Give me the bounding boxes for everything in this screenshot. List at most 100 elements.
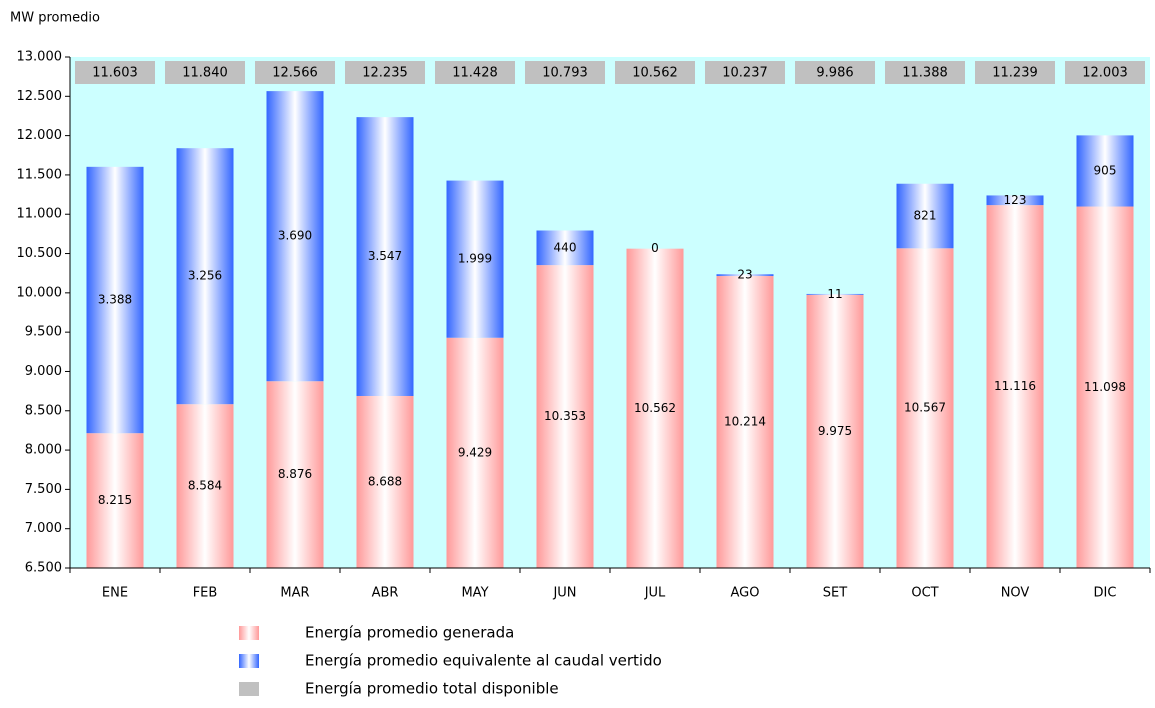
y-tick-label: 12.500 bbox=[17, 89, 63, 104]
x-tick-label: AGO bbox=[731, 586, 760, 601]
data-label: 23 bbox=[737, 268, 752, 282]
legend-swatch bbox=[239, 626, 259, 640]
x-tick-label: MAR bbox=[280, 586, 309, 601]
bar-generated bbox=[716, 276, 774, 568]
legend-label: Energía promedio total disponible bbox=[305, 680, 559, 698]
data-label: 821 bbox=[914, 208, 937, 222]
total-label: 11.388 bbox=[902, 66, 948, 81]
data-label: 440 bbox=[554, 240, 577, 254]
bar-spilled bbox=[536, 230, 594, 266]
legend-swatch bbox=[239, 654, 259, 668]
y-axis-label: MW promedio bbox=[10, 11, 100, 26]
legend-swatch bbox=[239, 682, 259, 696]
total-box bbox=[435, 61, 515, 84]
y-tick-label: 6.500 bbox=[25, 561, 62, 576]
x-tick-label: ENE bbox=[102, 586, 128, 601]
total-box bbox=[885, 61, 965, 84]
data-label: 123 bbox=[1004, 193, 1027, 207]
total-label: 10.793 bbox=[542, 66, 588, 81]
legend-label: Energía promedio equivalente al caudal v… bbox=[305, 652, 662, 670]
data-label: 9.429 bbox=[458, 445, 492, 459]
y-tick-label: 8.500 bbox=[25, 403, 62, 418]
total-label: 11.239 bbox=[992, 66, 1038, 81]
y-tick-label: 7.000 bbox=[25, 521, 62, 536]
data-label: 9.975 bbox=[818, 424, 852, 438]
y-tick-label: 11.500 bbox=[17, 167, 63, 182]
plot-area bbox=[70, 57, 1150, 568]
bar-generated bbox=[176, 404, 234, 568]
bar-generated bbox=[986, 205, 1044, 568]
bar-spilled bbox=[1076, 135, 1134, 207]
total-box bbox=[795, 61, 875, 84]
y-tick-label: 11.000 bbox=[17, 207, 63, 222]
data-label: 905 bbox=[1094, 163, 1117, 177]
total-label: 9.986 bbox=[816, 66, 853, 81]
total-box bbox=[75, 61, 155, 84]
y-tick-label: 9.500 bbox=[25, 325, 62, 340]
y-tick-label: 9.000 bbox=[25, 364, 62, 379]
legend-label: Energía promedio generada bbox=[305, 624, 514, 642]
data-label: 11.098 bbox=[1084, 380, 1126, 394]
bar-generated bbox=[266, 381, 324, 568]
total-label: 11.840 bbox=[182, 66, 228, 81]
bar-spilled bbox=[86, 166, 144, 434]
total-box bbox=[345, 61, 425, 84]
y-tick-label: 13.000 bbox=[17, 50, 63, 65]
bar-generated bbox=[896, 248, 954, 568]
total-box bbox=[525, 61, 605, 84]
data-label: 3.547 bbox=[368, 249, 402, 263]
bar-spilled bbox=[806, 293, 864, 295]
bar-spilled bbox=[896, 183, 954, 249]
bar-generated bbox=[626, 248, 684, 568]
bar-generated bbox=[536, 265, 594, 568]
data-label: 1.999 bbox=[458, 252, 492, 266]
total-label: 11.603 bbox=[92, 66, 138, 81]
bar-spilled bbox=[266, 91, 324, 382]
data-label: 8.584 bbox=[188, 479, 222, 493]
y-tick-label: 12.000 bbox=[17, 128, 63, 143]
x-tick-label: FEB bbox=[193, 586, 218, 601]
x-tick-label: NOV bbox=[1001, 586, 1030, 601]
x-tick-label: SET bbox=[823, 586, 847, 601]
bar-spilled bbox=[356, 117, 414, 396]
data-label: 11.116 bbox=[994, 379, 1036, 393]
x-tick-label: OCT bbox=[911, 586, 938, 601]
bar-spilled bbox=[176, 148, 234, 405]
x-tick-label: MAY bbox=[461, 586, 488, 601]
y-tick-label: 8.000 bbox=[25, 443, 62, 458]
total-box bbox=[1065, 61, 1145, 84]
bar-generated bbox=[806, 294, 864, 568]
data-label: 3.256 bbox=[188, 269, 222, 283]
data-label: 10.214 bbox=[724, 415, 766, 429]
y-tick-label: 7.500 bbox=[25, 482, 62, 497]
total-label: 11.428 bbox=[452, 66, 498, 81]
y-tick-label: 10.000 bbox=[17, 285, 63, 300]
data-label: 3.690 bbox=[278, 229, 312, 243]
data-label: 8.688 bbox=[368, 474, 402, 488]
data-label: 0 bbox=[651, 241, 659, 255]
total-box bbox=[975, 61, 1055, 84]
total-label: 12.003 bbox=[1082, 66, 1128, 81]
data-label: 8.876 bbox=[278, 467, 312, 481]
bar-spilled bbox=[446, 180, 504, 338]
bar-spilled bbox=[986, 195, 1044, 206]
total-box bbox=[165, 61, 245, 84]
data-label: 10.562 bbox=[634, 401, 676, 415]
x-tick-label: ABR bbox=[372, 586, 399, 601]
total-label: 12.235 bbox=[362, 66, 408, 81]
total-label: 10.562 bbox=[632, 66, 678, 81]
total-label: 12.566 bbox=[272, 66, 318, 81]
bar-generated bbox=[356, 395, 414, 568]
x-tick-label: JUL bbox=[644, 586, 666, 601]
total-box bbox=[705, 61, 785, 84]
total-box bbox=[255, 61, 335, 84]
bar-generated bbox=[86, 433, 144, 568]
data-label: 11 bbox=[827, 287, 842, 301]
bar-generated bbox=[1076, 206, 1134, 568]
data-label: 3.388 bbox=[98, 293, 132, 307]
x-tick-label: DIC bbox=[1094, 586, 1117, 601]
bar-spilled bbox=[716, 274, 774, 277]
total-label: 10.237 bbox=[722, 66, 768, 81]
x-tick-label: JUN bbox=[552, 586, 576, 601]
